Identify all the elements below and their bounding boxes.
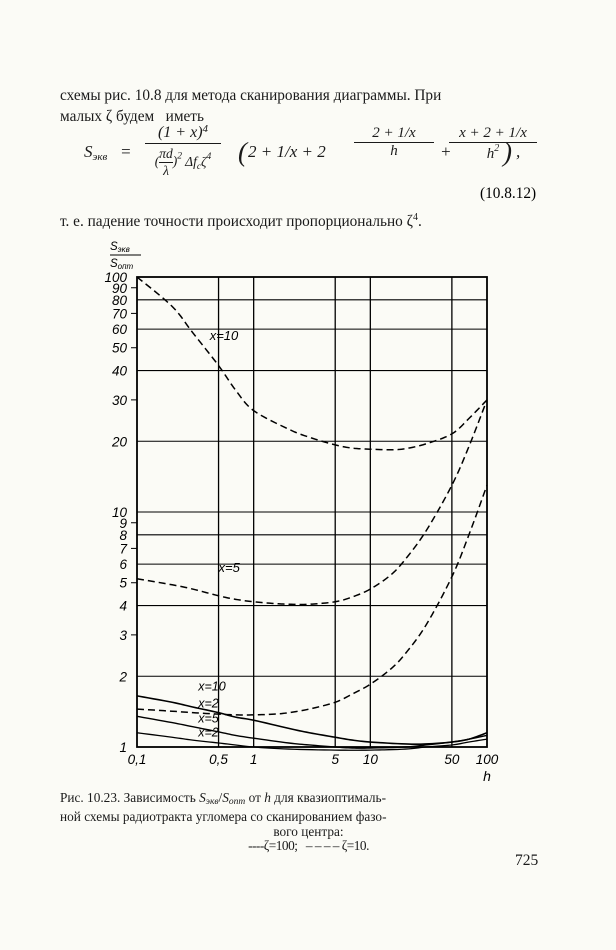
svg-text:1: 1 [250,752,258,767]
svg-text:6: 6 [119,557,127,572]
svg-text:5: 5 [119,576,127,591]
svg-text:4: 4 [119,599,127,614]
svg-text:Sэκв: Sэκв [110,241,130,254]
svg-text:Sопт: Sопт [110,258,134,271]
svg-text:0,5: 0,5 [209,752,228,767]
svg-text:x=2: x=2 [197,697,219,711]
svg-text:7: 7 [119,541,127,556]
svg-text:2: 2 [118,669,127,684]
svg-text:x=5: x=5 [218,560,241,575]
svg-text:5: 5 [331,752,339,767]
svg-text:x=5: x=5 [197,712,219,726]
svg-text:30: 30 [112,393,128,408]
svg-text:100: 100 [476,752,499,767]
svg-text:1: 1 [119,740,127,755]
svg-text:0,1: 0,1 [128,752,147,767]
svg-text:70: 70 [112,306,128,321]
svg-text:50: 50 [444,752,460,767]
svg-text:x=10: x=10 [197,679,226,693]
svg-text:60: 60 [112,322,128,337]
svg-text:10: 10 [363,752,379,767]
svg-text:50: 50 [112,341,128,356]
svg-text:40: 40 [112,364,128,379]
svg-text:h: h [483,768,491,784]
svg-text:3: 3 [119,628,127,643]
svg-text:x=2: x=2 [197,725,219,739]
svg-text:x=10: x=10 [209,328,239,343]
svg-text:20: 20 [111,434,128,449]
